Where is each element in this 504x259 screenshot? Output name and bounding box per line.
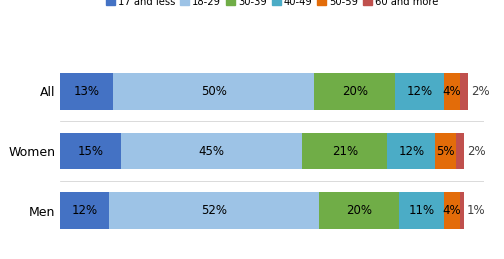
Text: 13%: 13% [74, 85, 100, 98]
Bar [387, 133, 435, 169]
Text: 45%: 45% [199, 145, 225, 157]
Text: 12%: 12% [406, 85, 432, 98]
Bar [460, 192, 464, 229]
Bar [113, 73, 314, 110]
Bar [60, 73, 113, 110]
Bar [60, 133, 121, 169]
Bar [121, 133, 302, 169]
Text: 2%: 2% [471, 85, 489, 98]
Text: 4%: 4% [443, 85, 461, 98]
Text: 1%: 1% [467, 204, 485, 217]
Bar [60, 192, 109, 229]
Text: 4%: 4% [443, 204, 461, 217]
Text: 2%: 2% [467, 145, 485, 157]
Bar [444, 192, 460, 229]
Bar [460, 73, 468, 110]
Text: 20%: 20% [346, 204, 372, 217]
Bar [302, 133, 387, 169]
Text: 21%: 21% [332, 145, 358, 157]
Text: 11%: 11% [408, 204, 434, 217]
Bar [444, 73, 460, 110]
Bar [435, 133, 456, 169]
Text: 5%: 5% [436, 145, 455, 157]
Bar [395, 73, 444, 110]
Bar [314, 73, 395, 110]
Legend: 17 and less, 18-29, 30-39, 40-49, 50-59, 60 and more: 17 and less, 18-29, 30-39, 40-49, 50-59,… [105, 0, 439, 6]
Bar [399, 192, 444, 229]
Text: 12%: 12% [72, 204, 98, 217]
Bar [109, 192, 319, 229]
Bar [456, 133, 464, 169]
Text: 15%: 15% [78, 145, 104, 157]
Text: 12%: 12% [398, 145, 424, 157]
Text: 52%: 52% [201, 204, 227, 217]
Bar [319, 192, 399, 229]
Text: 20%: 20% [342, 85, 368, 98]
Text: 50%: 50% [201, 85, 227, 98]
